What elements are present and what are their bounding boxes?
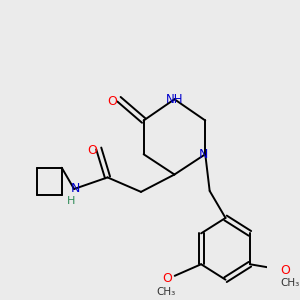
Text: H: H — [66, 196, 75, 206]
Text: O: O — [280, 265, 290, 278]
Text: O: O — [87, 144, 97, 157]
Text: CH₃: CH₃ — [156, 287, 176, 297]
Text: CH₃: CH₃ — [281, 278, 300, 288]
Text: N: N — [71, 182, 80, 194]
Text: N: N — [199, 148, 208, 161]
Text: NH: NH — [166, 93, 183, 106]
Text: O: O — [163, 272, 172, 285]
Text: O: O — [107, 95, 117, 108]
